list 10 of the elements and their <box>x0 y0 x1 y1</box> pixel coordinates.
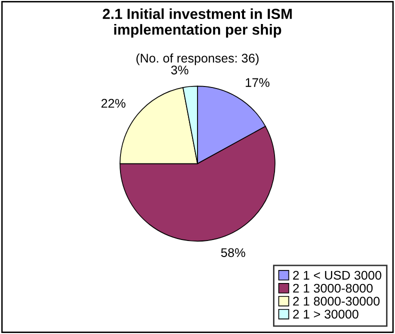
legend-label: 2 1 8000-30000 <box>293 296 380 306</box>
data-label: 3% <box>171 66 188 74</box>
legend-label: 2 1 < USD 3000 <box>293 270 382 280</box>
legend-label: 2 1 > 30000 <box>293 310 358 319</box>
data-label: 17% <box>246 78 270 87</box>
chart-subtitle: (No. of responses: 36) <box>136 53 259 66</box>
legend-label: 2 1 3000-8000 <box>293 284 373 293</box>
chart-title: 2.1 Initial investment in ISM implementation per ship <box>102 8 292 38</box>
data-label: 58% <box>221 248 246 258</box>
data-label: 22% <box>101 98 126 108</box>
